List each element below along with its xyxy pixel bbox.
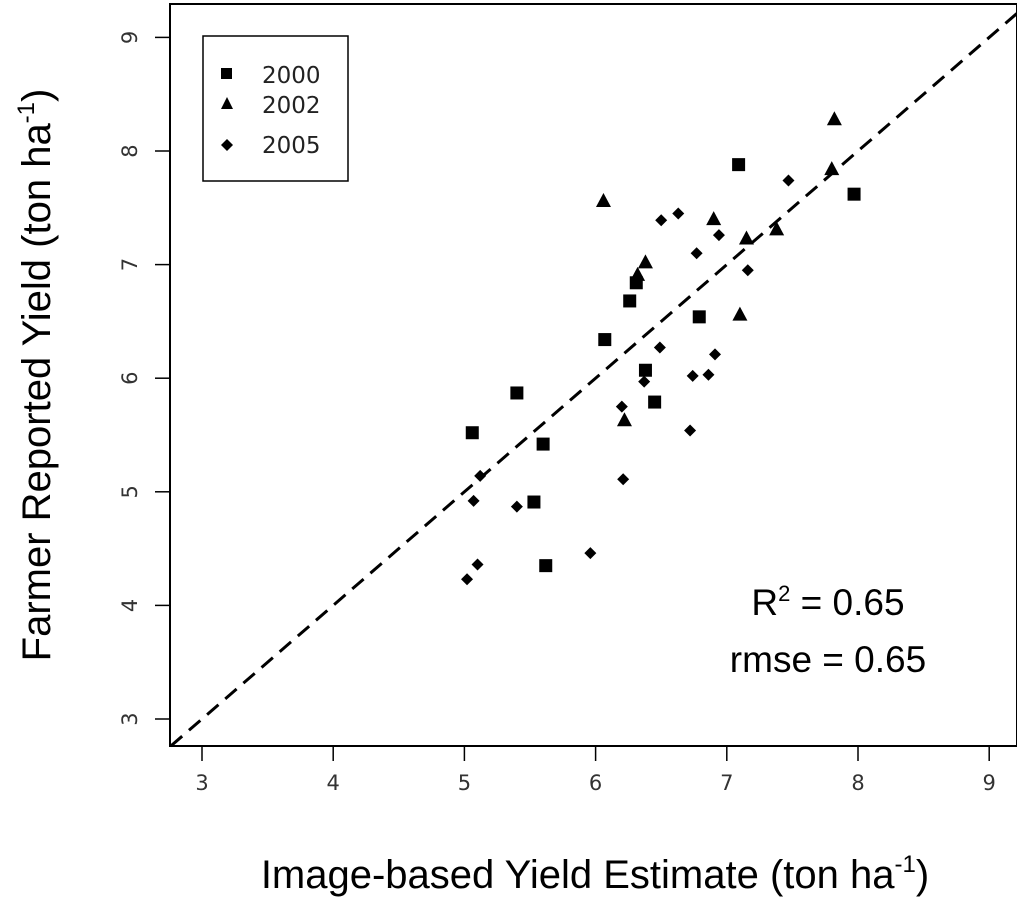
point-2002-8 <box>824 161 840 176</box>
legend-triangle-marker <box>221 97 233 109</box>
x-tick-label-6: 6 <box>589 771 602 795</box>
point-2005-19 <box>782 174 795 187</box>
x-tick-label-5: 5 <box>458 771 471 795</box>
y-axis-title: Farmer Reported Yield (ton ha-1) <box>13 89 59 662</box>
reference-line <box>169 12 1017 748</box>
legend-label-2002: 2002 <box>262 93 321 119</box>
legend-label-2005: 2005 <box>262 133 321 159</box>
x-tick-label-7: 7 <box>720 771 733 795</box>
point-2002-2 <box>630 266 646 281</box>
point-2005-5 <box>584 547 597 560</box>
point-2005-0 <box>461 573 474 586</box>
point-2000-5 <box>598 333 612 347</box>
point-2005-13 <box>686 369 699 382</box>
point-2000-3 <box>536 437 550 451</box>
point-2002-7 <box>769 221 785 236</box>
point-2002-6 <box>738 230 754 245</box>
point-2000-2 <box>527 495 541 509</box>
point-2002-0 <box>595 192 611 207</box>
y-tick-label-5: 5 <box>118 485 142 498</box>
x-tick-label-3: 3 <box>195 771 208 795</box>
y-tick-label-8: 8 <box>118 144 142 157</box>
point-2000-0 <box>465 426 479 440</box>
y-tick-label-6: 6 <box>118 372 142 385</box>
y-axis: 3 4 5 6 7 8 9 <box>118 31 170 726</box>
point-2005-12 <box>684 424 697 437</box>
point-2005-18 <box>741 264 754 277</box>
x-tick-label-8: 8 <box>851 771 864 795</box>
point-2002-1 <box>616 412 632 427</box>
point-2005-6 <box>615 400 628 413</box>
x-tick-label-4: 4 <box>327 771 340 795</box>
point-2002-9 <box>826 111 842 126</box>
point-2005-9 <box>653 341 666 354</box>
point-2000-10 <box>692 310 706 324</box>
x-axis: 3 4 5 6 7 8 9 <box>195 745 996 795</box>
point-2005-16 <box>708 348 721 361</box>
point-2000-6 <box>623 294 637 308</box>
legend-diamond-marker <box>221 139 233 151</box>
rmse-annotation: rmse = 0.65 <box>730 639 926 680</box>
point-2000-8 <box>638 363 652 377</box>
x-tick-label-9: 9 <box>983 771 996 795</box>
point-2005-10 <box>655 214 668 227</box>
legend-label-2000: 2000 <box>262 63 321 89</box>
y-tick-label-9: 9 <box>118 31 142 44</box>
y-tick-label-7: 7 <box>118 258 142 271</box>
point-2005-3 <box>474 469 487 482</box>
x-axis-title: Image-based Yield Estimate (ton ha-1) <box>261 851 929 897</box>
point-2005-7 <box>617 473 630 486</box>
data-points <box>461 111 861 586</box>
point-2005-14 <box>690 247 703 260</box>
legend: 2000 2002 2005 <box>202 35 349 182</box>
legend-square-marker <box>221 68 232 79</box>
point-2005-15 <box>702 368 715 381</box>
point-2002-3 <box>637 254 653 269</box>
point-2000-9 <box>648 395 662 409</box>
point-2002-4 <box>706 211 722 226</box>
point-2005-8 <box>638 375 651 388</box>
point-2005-11 <box>672 207 685 220</box>
point-2005-2 <box>471 558 484 571</box>
point-2005-1 <box>467 494 480 507</box>
point-2000-11 <box>732 158 746 172</box>
r-squared-annotation: R2 = 0.65 <box>751 581 904 623</box>
y-tick-label-3: 3 <box>118 712 142 725</box>
point-2005-4 <box>510 500 523 513</box>
point-2005-17 <box>712 229 725 242</box>
point-2000-12 <box>847 187 861 201</box>
y-tick-label-4: 4 <box>118 599 142 612</box>
point-2000-1 <box>510 386 524 400</box>
point-2002-5 <box>732 306 748 321</box>
point-2000-4 <box>539 559 553 573</box>
